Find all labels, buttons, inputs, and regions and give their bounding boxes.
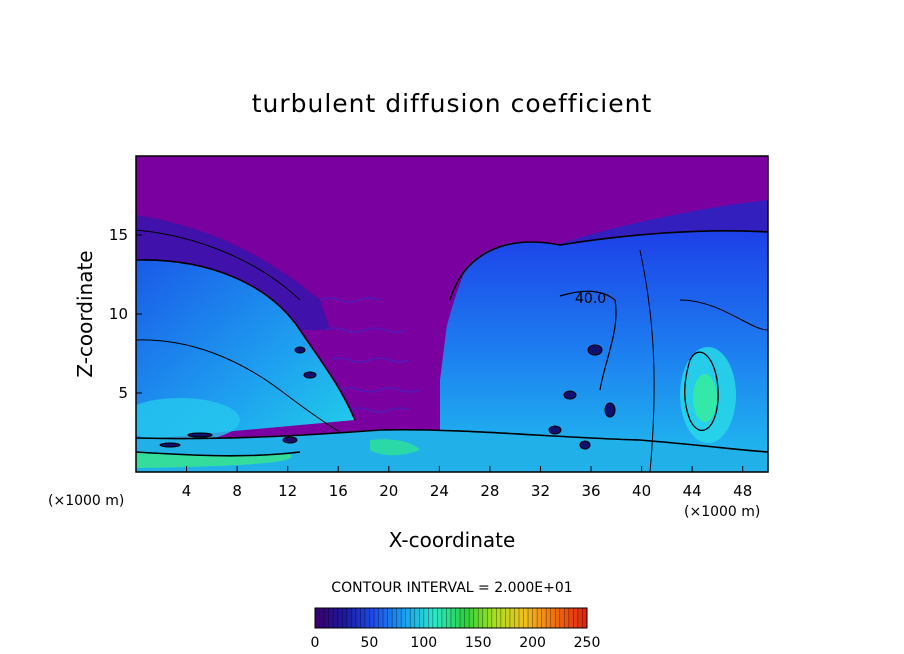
chart-title: turbulent diffusion coefficient bbox=[252, 89, 653, 118]
right-core-inner bbox=[693, 374, 717, 422]
colorbar-tick-label: 250 bbox=[574, 635, 601, 651]
x-tick-label: 48 bbox=[733, 482, 752, 500]
x-tick-label: 8 bbox=[232, 482, 242, 500]
y-tick-label: 15 bbox=[109, 226, 128, 244]
wave-streaks bbox=[319, 297, 421, 413]
turbulent-blobs bbox=[159, 344, 616, 450]
colorbar-tick-label: 50 bbox=[360, 635, 378, 651]
left-dome bbox=[136, 259, 355, 440]
colorbar-tick-label: 150 bbox=[465, 635, 492, 651]
x-tick-label: 28 bbox=[480, 482, 499, 500]
x-tick-label: 4 bbox=[182, 482, 192, 500]
colorbar-ticks: 0 50 100 150 200 250 bbox=[311, 635, 601, 651]
left-core bbox=[136, 398, 240, 442]
y-axis-label: Z-coordinate bbox=[73, 250, 97, 377]
colorbar-stripes bbox=[319, 608, 583, 628]
x-unit-label-right: (×1000 m) bbox=[684, 504, 760, 520]
x-axis-label: X-coordinate bbox=[389, 528, 516, 552]
x-tick-label: 32 bbox=[531, 482, 550, 500]
colorbar-tick-label: 100 bbox=[410, 635, 437, 651]
contour-label: 40.0 bbox=[575, 291, 606, 307]
x-tick-label: 44 bbox=[683, 482, 702, 500]
x-tick-label: 16 bbox=[329, 482, 348, 500]
x-unit-label-left: (×1000 m) bbox=[48, 493, 124, 509]
x-tick-label: 20 bbox=[379, 482, 398, 500]
surface-green-2 bbox=[370, 439, 420, 456]
contour-interval-text: CONTOUR INTERVAL = 2.000E+01 bbox=[331, 580, 572, 596]
x-tick-label: 36 bbox=[581, 482, 600, 500]
x-tick-label: 40 bbox=[632, 482, 651, 500]
y-axis: 5 10 15 bbox=[109, 226, 142, 402]
colorbar-tick-label: 200 bbox=[519, 635, 546, 651]
colorbar-tick-label: 0 bbox=[311, 635, 320, 651]
x-axis: 4 8 12 16 20 24 28 32 36 40 44 48 bbox=[182, 466, 752, 500]
heatmap-field: 40.0 bbox=[136, 156, 768, 472]
contour-lines bbox=[136, 229, 768, 472]
x-tick-label: 24 bbox=[430, 482, 449, 500]
y-tick-label: 10 bbox=[109, 305, 128, 323]
y-tick-label: 5 bbox=[118, 384, 128, 402]
central-plume bbox=[300, 156, 470, 430]
x-tick-label: 12 bbox=[278, 482, 297, 500]
